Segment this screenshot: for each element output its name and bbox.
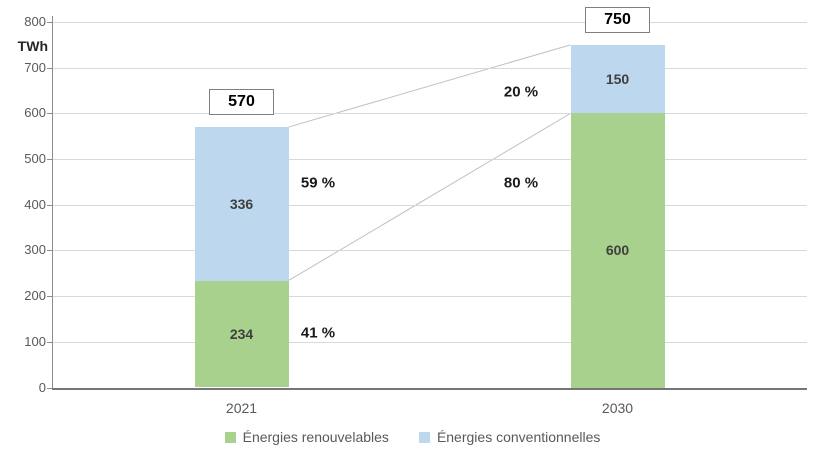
y-axis-tick [47,22,52,23]
y-axis-tick [47,159,52,161]
bar-segment-2030-0: 600 [570,113,665,388]
bar-segment-2030-1: 150 [570,44,665,114]
y-tick-label: 800 [24,14,46,29]
y-tick-label: 100 [24,333,46,349]
gridline-500 [52,159,807,161]
legend: Énergies renouvelables Énergies conventio… [0,429,825,445]
percent-label-2030-1: 20 % [503,83,539,101]
legend-item-0: Énergies renouvelables [224,429,389,445]
legend-item-label: Énergies conventionnelles [436,429,601,445]
y-tick-label: 500 [24,151,46,167]
x-category-label-2021: 2021 [225,400,258,416]
y-axis-line [52,16,53,388]
percent-label-2030-0: 80 % [503,174,539,192]
y-axis-tick [47,341,52,343]
bar-segment-2021-0: 234 [194,280,289,388]
segment-value-label: 150 [605,71,630,88]
x-axis-line [52,387,807,390]
gridline-100 [52,341,807,343]
legend-item-label: Énergies renouvelables [242,429,389,445]
y-tick-label: 200 [24,288,46,304]
y-axis-tick [47,204,52,206]
y-tick-label: 400 [24,196,46,212]
gridline-600 [52,113,807,115]
percent-label-2021-1: 59 % [300,174,336,192]
gridline-400 [52,204,807,206]
y-axis-tick [47,296,52,298]
gridline-700 [52,67,807,69]
y-axis-tick [47,387,52,389]
gridline-800 [52,22,807,23]
gridline-300 [52,250,807,252]
bar-segment-2021-1: 336 [194,127,289,281]
legend-swatch-icon [418,431,430,443]
y-axis-unit-label: TWh [17,38,48,54]
total-box-2030: 750 [585,6,650,33]
segment-value-label: 336 [229,195,254,212]
total-box-2021: 570 [209,89,274,116]
y-axis-tick [47,67,52,69]
y-tick-label: 600 [24,105,46,121]
segment-value-label: 600 [605,242,630,259]
percent-label-2021-0: 41 % [300,324,336,342]
x-category-label-2030: 2030 [601,400,634,416]
y-axis-tick [47,113,52,115]
series-connector-line-1 [288,112,571,282]
legend-item-1: Énergies conventionnelles [418,429,601,445]
segment-value-label: 234 [229,326,254,343]
y-tick-label: 700 [24,59,46,75]
y-tick-label: 0 [38,379,46,395]
y-tick-label: 300 [24,242,46,258]
y-axis-tick [47,250,52,252]
gridline-200 [52,296,807,298]
legend-swatch-icon [224,431,236,443]
